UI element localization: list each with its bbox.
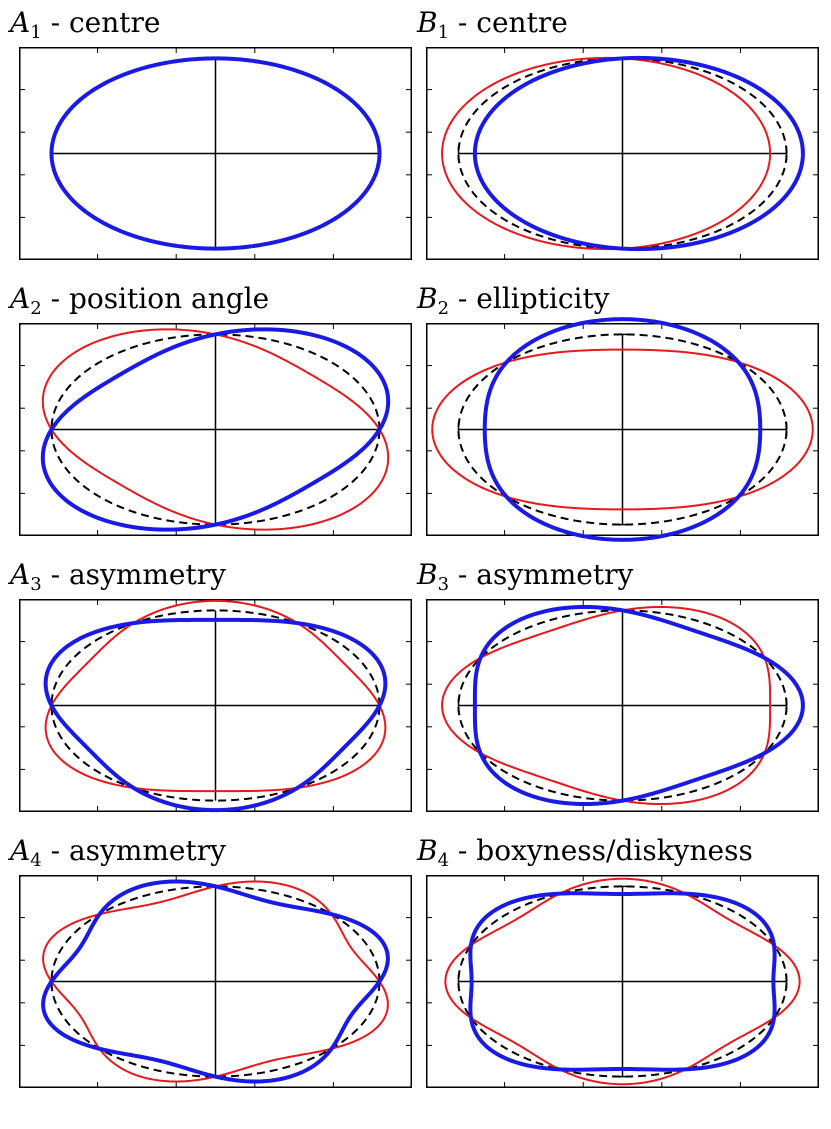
panel-title-subscript: 1 bbox=[30, 22, 42, 43]
ellipse-axes bbox=[457, 885, 788, 1078]
panel-a4 bbox=[19, 875, 412, 1088]
panel-title: B1 - centre bbox=[417, 9, 568, 42]
reference-ellipse bbox=[457, 333, 788, 526]
panel-frame bbox=[426, 47, 819, 260]
panel-title: B4 - boxyness/diskyness bbox=[417, 837, 753, 870]
panel-title-letter: B bbox=[417, 558, 438, 591]
panel-frame bbox=[426, 875, 819, 1088]
panel-a1 bbox=[19, 47, 412, 260]
panel-title: B2 - ellipticity bbox=[417, 285, 610, 318]
reference-ellipse bbox=[50, 333, 381, 526]
positive-perturbation-curve bbox=[41, 879, 390, 1084]
panel-frame bbox=[19, 875, 412, 1088]
positive-perturbation-curve bbox=[43, 617, 388, 813]
reference-ellipse bbox=[457, 885, 788, 1078]
panel-title-subscript: 3 bbox=[437, 574, 450, 595]
ellipse-axes bbox=[51, 886, 380, 1077]
ellipse-axes bbox=[51, 334, 380, 525]
panel-frame bbox=[19, 47, 412, 260]
positive-perturbation-curve bbox=[468, 891, 777, 1072]
panel-title-letter: B bbox=[417, 282, 438, 315]
ellipse-axes bbox=[51, 610, 380, 801]
negative-perturbation-curve bbox=[441, 605, 772, 806]
axis-ticks bbox=[426, 875, 819, 1088]
panel-title-letter: A bbox=[10, 282, 31, 315]
panel-title: A4 - asymmetry bbox=[10, 837, 226, 870]
positive-perturbation-curve bbox=[49, 56, 382, 251]
positive-perturbation-curve bbox=[40, 327, 391, 532]
panel-title-label: - centre bbox=[449, 6, 568, 39]
panel-title-label: - centre bbox=[41, 6, 161, 39]
panel-title-label: - boxyness/diskyness bbox=[449, 834, 753, 867]
panel-title-label: - position angle bbox=[41, 282, 270, 315]
panel-b2 bbox=[426, 317, 819, 542]
panel-title-subscript: 4 bbox=[30, 850, 42, 871]
panel-title: B3 - asymmetry bbox=[417, 561, 633, 594]
positive-perturbation-curve bbox=[472, 604, 805, 807]
negative-perturbation-curve bbox=[444, 877, 801, 1086]
panel-title-subscript: 1 bbox=[437, 22, 450, 43]
panel-b4 bbox=[426, 875, 819, 1088]
negative-perturbation-curve bbox=[431, 348, 814, 511]
reference-ellipse bbox=[50, 885, 381, 1078]
panel-a2 bbox=[19, 323, 412, 536]
positive-perturbation-curve bbox=[482, 317, 763, 542]
panel-title-letter: A bbox=[10, 558, 31, 591]
panel-title-label: - asymmetry bbox=[41, 558, 226, 591]
negative-perturbation-curve bbox=[441, 56, 772, 251]
panel-title-label: - ellipticity bbox=[449, 282, 610, 315]
panel-frame bbox=[426, 323, 819, 536]
ellipse-axes bbox=[51, 58, 380, 249]
axis-ticks bbox=[19, 47, 412, 260]
ellipse-axes bbox=[457, 609, 788, 802]
panel-title: A3 - asymmetry bbox=[10, 561, 226, 594]
panel-title-letter: A bbox=[10, 6, 31, 39]
axis-ticks bbox=[19, 599, 412, 812]
ellipse-axes bbox=[457, 57, 788, 250]
reference-ellipse bbox=[457, 609, 788, 802]
panel-title-letter: A bbox=[10, 834, 31, 867]
panel-title-letter: B bbox=[417, 834, 438, 867]
panel-a3 bbox=[19, 599, 412, 813]
panel-title-label: - asymmetry bbox=[449, 558, 634, 591]
panel-frame bbox=[19, 323, 412, 536]
reference-ellipse bbox=[457, 57, 788, 250]
panel-title: A1 - centre bbox=[10, 9, 160, 42]
panel-title-letter: B bbox=[417, 6, 438, 39]
panel-b1 bbox=[426, 47, 819, 260]
panel-title-subscript: 4 bbox=[437, 850, 450, 871]
panel-frame bbox=[426, 599, 819, 812]
axis-ticks bbox=[426, 47, 819, 260]
axis-ticks bbox=[426, 599, 819, 812]
panel-title-subscript: 2 bbox=[30, 298, 42, 319]
panel-title-subscript: 2 bbox=[437, 298, 450, 319]
panel-title-label: - asymmetry bbox=[41, 834, 226, 867]
panel-b3 bbox=[426, 599, 819, 812]
panel-title: A2 - position angle bbox=[10, 285, 269, 318]
panel-title-subscript: 3 bbox=[30, 574, 42, 595]
positive-perturbation-curve bbox=[472, 55, 805, 252]
